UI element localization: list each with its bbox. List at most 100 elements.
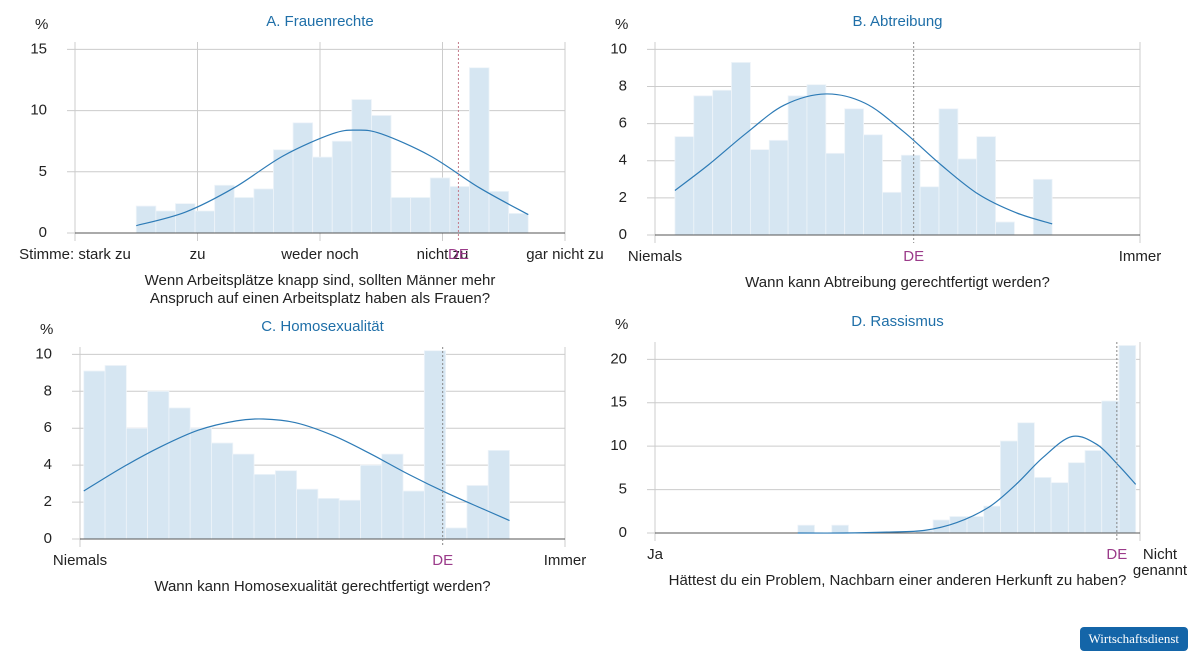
bar — [1018, 423, 1035, 533]
y-tick-label: 15 — [610, 394, 627, 411]
bar — [882, 192, 901, 235]
chart-title: A. Frauenrechte — [266, 13, 374, 30]
bar — [1051, 483, 1068, 533]
bar — [313, 157, 333, 233]
bar — [996, 222, 1015, 235]
bar — [832, 525, 849, 533]
bar — [254, 189, 274, 233]
x-tick-label: Niemals — [628, 248, 682, 265]
bar — [318, 498, 339, 539]
bar — [234, 197, 254, 233]
y-tick-label: 15 — [30, 40, 47, 57]
reference-label: DE — [448, 246, 469, 263]
bar — [1034, 477, 1051, 533]
bar — [845, 109, 864, 235]
bar — [950, 517, 967, 533]
bar — [467, 485, 488, 539]
bar — [732, 62, 751, 235]
bar — [382, 454, 403, 539]
x-axis-title: Anspruch auf einen Arbeitsplatz haben al… — [150, 290, 490, 307]
y-tick-label: 20 — [610, 350, 627, 367]
y-axis-label: % — [615, 16, 628, 33]
bar — [788, 96, 807, 235]
reference-label: DE — [903, 248, 924, 265]
bar — [509, 213, 529, 233]
bar — [1033, 179, 1052, 235]
bar — [273, 150, 293, 233]
bar — [391, 197, 411, 233]
y-tick-label: 8 — [44, 382, 52, 399]
y-tick-label: 0 — [44, 530, 52, 547]
bar — [430, 178, 450, 233]
y-tick-label: 0 — [39, 224, 47, 241]
y-tick-label: 10 — [35, 345, 52, 362]
bar — [136, 206, 156, 233]
x-axis-title: Hättest du ein Problem, Nachbarn einer a… — [669, 572, 1127, 589]
bar — [332, 141, 352, 233]
bar — [215, 185, 235, 233]
chart-title: B. Abtreibung — [852, 13, 942, 30]
x-axis-title: Wann kann Homosexualität gerechtfertigt … — [154, 578, 490, 595]
x-tick-label: weder noch — [280, 246, 359, 263]
bar — [769, 140, 788, 235]
bar — [84, 371, 105, 539]
y-tick-label: 0 — [619, 524, 627, 541]
y-tick-label: 10 — [610, 40, 627, 57]
bar — [233, 454, 254, 539]
bar — [190, 428, 211, 539]
bar — [360, 465, 381, 539]
y-axis-label: % — [35, 16, 48, 33]
y-tick-label: 0 — [619, 226, 627, 243]
y-tick-label: 10 — [30, 102, 47, 119]
bar — [403, 491, 424, 539]
bar — [148, 391, 169, 539]
bar — [446, 528, 467, 539]
x-axis-title: Wann kann Abtreibung gerechtfertigt werd… — [745, 274, 1050, 291]
y-tick-label: 5 — [39, 163, 47, 180]
x-tick-label: gar nicht zu — [526, 246, 604, 263]
bar — [105, 365, 126, 539]
bar — [984, 506, 1001, 533]
bar — [275, 471, 296, 539]
x-tick-label: Niemals — [53, 552, 107, 569]
bar — [864, 135, 883, 235]
y-tick-label: 10 — [610, 437, 627, 454]
bar — [339, 500, 360, 539]
bar — [195, 211, 215, 233]
bar — [958, 159, 977, 235]
bar — [156, 211, 176, 233]
y-axis-label: % — [615, 316, 628, 333]
bar — [175, 204, 195, 233]
bar — [901, 155, 920, 235]
bar — [798, 525, 815, 533]
bar — [1068, 463, 1085, 533]
bar — [977, 137, 996, 235]
x-axis-title: Wenn Arbeitsplätze knapp sind, sollten M… — [145, 272, 496, 289]
bar — [371, 115, 391, 233]
x-tick-label: zu — [190, 246, 206, 263]
bar — [450, 186, 470, 233]
bar — [169, 408, 190, 539]
reference-label: DE — [1106, 546, 1127, 563]
y-tick-label: 2 — [619, 189, 627, 206]
bar — [920, 187, 939, 235]
bar — [933, 520, 950, 533]
bar — [807, 85, 826, 235]
x-tick-label: Immer — [1119, 248, 1162, 265]
bar — [411, 197, 431, 233]
x-tick-label: genannt — [1133, 562, 1188, 579]
x-tick-label: Nicht — [1143, 546, 1178, 563]
bar — [939, 109, 958, 235]
bar — [469, 68, 489, 233]
bar — [713, 90, 732, 235]
y-tick-label: 4 — [44, 456, 52, 473]
bar — [675, 137, 694, 235]
x-tick-label: Immer — [544, 552, 587, 569]
bar — [211, 443, 232, 539]
chart-title: D. Rassismus — [851, 313, 944, 330]
reference-label: DE — [432, 552, 453, 569]
bar — [352, 100, 372, 233]
bar — [489, 191, 509, 233]
y-tick-label: 4 — [619, 152, 627, 169]
